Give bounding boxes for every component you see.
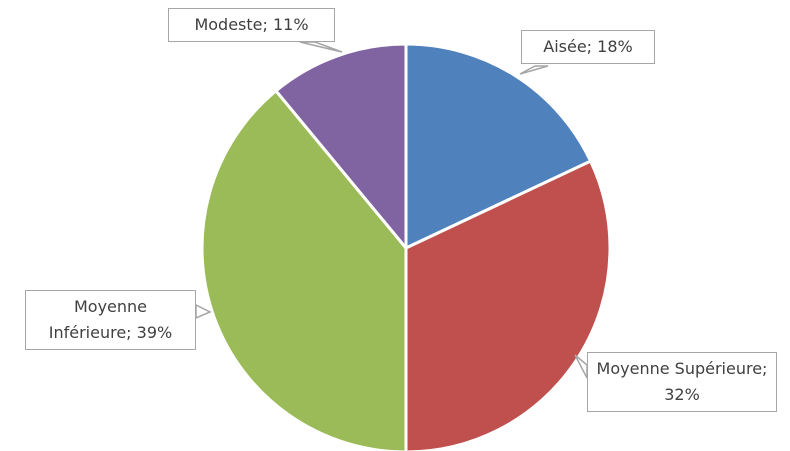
pie-slice	[273, 42, 408, 253]
callout-pointer	[195, 303, 212, 320]
data-label: Modeste; 11%	[168, 8, 335, 42]
callout-pointer	[574, 354, 588, 379]
data-label: Moyenne Inférieure; 39%	[25, 290, 196, 350]
pie-slice	[200, 88, 408, 451]
data-label: Aisée; 18%	[521, 30, 655, 64]
callout-pointer	[519, 65, 549, 75]
callout-pointer	[299, 41, 343, 53]
data-label: Moyenne Supérieure; 32%	[587, 352, 777, 412]
pie-slice	[404, 42, 593, 251]
